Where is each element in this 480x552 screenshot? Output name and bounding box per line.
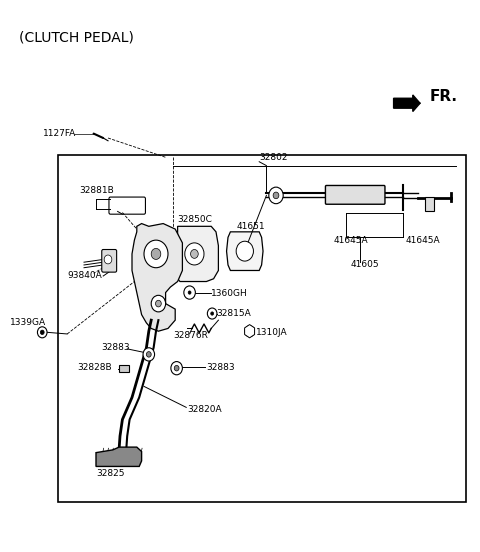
Text: 32828B: 32828B — [77, 363, 111, 371]
Text: 32815A: 32815A — [216, 309, 251, 318]
FancyBboxPatch shape — [325, 185, 385, 204]
Text: 32820A: 32820A — [187, 405, 222, 414]
Circle shape — [156, 300, 161, 307]
Circle shape — [146, 352, 151, 357]
Text: 1339GA: 1339GA — [10, 319, 46, 327]
Circle shape — [143, 348, 155, 361]
Text: (CLUTCH PEDAL): (CLUTCH PEDAL) — [19, 30, 134, 44]
Circle shape — [37, 327, 47, 338]
Circle shape — [269, 187, 283, 204]
Circle shape — [185, 243, 204, 265]
Text: 93840A: 93840A — [67, 272, 102, 280]
Circle shape — [184, 286, 195, 299]
Text: 41605: 41605 — [350, 261, 379, 269]
Circle shape — [104, 255, 112, 264]
Text: 32802: 32802 — [259, 153, 288, 162]
Polygon shape — [96, 447, 142, 466]
Circle shape — [245, 326, 254, 337]
Text: 32883: 32883 — [101, 343, 130, 352]
Circle shape — [273, 192, 279, 199]
Circle shape — [151, 295, 166, 312]
Polygon shape — [227, 232, 263, 270]
FancyBboxPatch shape — [119, 365, 129, 372]
Circle shape — [174, 365, 179, 371]
Text: 32850C: 32850C — [178, 215, 213, 224]
Circle shape — [207, 308, 217, 319]
Circle shape — [171, 362, 182, 375]
Circle shape — [151, 248, 161, 259]
FancyBboxPatch shape — [102, 250, 117, 272]
Text: 1310JA: 1310JA — [256, 328, 288, 337]
Polygon shape — [173, 226, 218, 282]
Polygon shape — [245, 325, 254, 338]
Text: 1360GH: 1360GH — [211, 289, 248, 298]
Circle shape — [236, 241, 253, 261]
Text: 1127FA: 1127FA — [43, 129, 76, 138]
Polygon shape — [132, 224, 182, 331]
Text: 41645A: 41645A — [406, 236, 440, 245]
Text: FR.: FR. — [430, 89, 457, 104]
Circle shape — [144, 240, 168, 268]
Circle shape — [188, 291, 191, 294]
Text: 41651: 41651 — [236, 222, 265, 231]
FancyBboxPatch shape — [425, 197, 434, 211]
Polygon shape — [394, 95, 420, 112]
Text: 32883: 32883 — [206, 363, 235, 371]
Circle shape — [211, 312, 214, 315]
Text: 41645A: 41645A — [334, 236, 368, 245]
Text: 32876R: 32876R — [173, 331, 208, 340]
Circle shape — [40, 330, 44, 335]
Circle shape — [191, 250, 198, 258]
FancyBboxPatch shape — [109, 197, 145, 214]
Text: 32881B: 32881B — [79, 186, 114, 195]
Text: 32825: 32825 — [96, 469, 124, 478]
